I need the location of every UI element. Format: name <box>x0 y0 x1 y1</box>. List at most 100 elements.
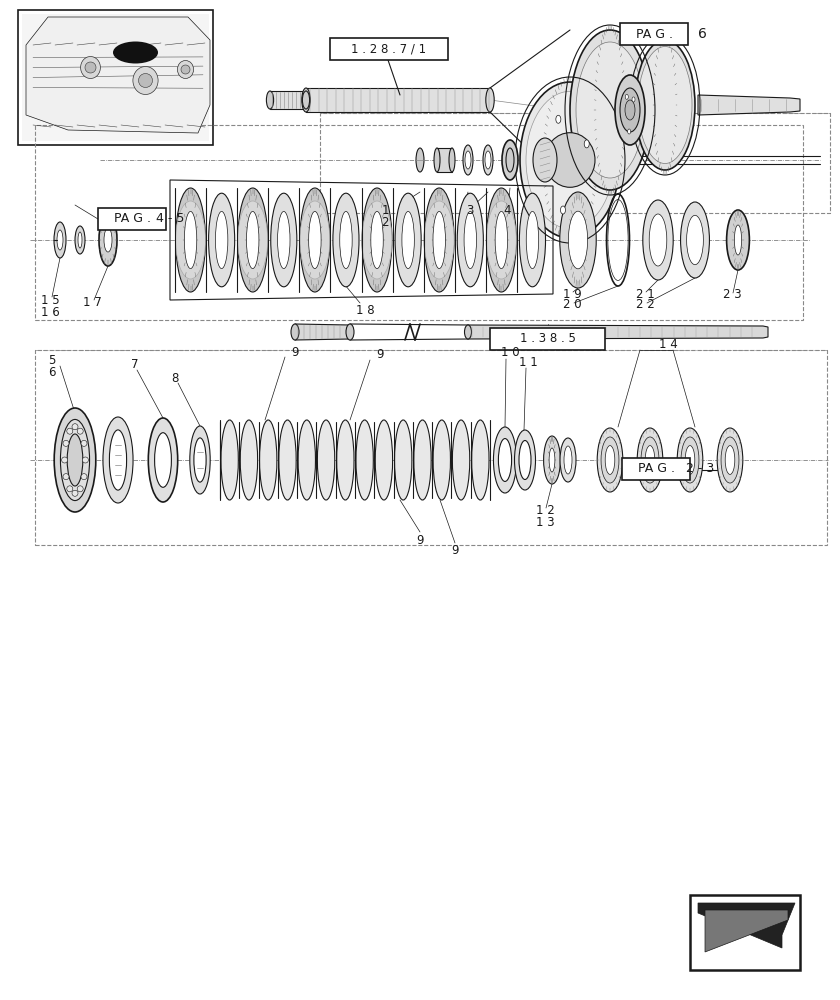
Ellipse shape <box>734 225 742 255</box>
Ellipse shape <box>620 88 640 132</box>
Text: 9: 9 <box>291 346 299 359</box>
Ellipse shape <box>337 420 354 500</box>
Ellipse shape <box>277 211 290 269</box>
Ellipse shape <box>149 418 178 502</box>
Ellipse shape <box>472 420 489 500</box>
Bar <box>620 23 688 45</box>
Ellipse shape <box>627 129 631 134</box>
Ellipse shape <box>339 211 352 269</box>
Ellipse shape <box>270 193 297 287</box>
Circle shape <box>77 486 83 492</box>
Ellipse shape <box>638 428 663 492</box>
Ellipse shape <box>78 232 82 248</box>
Ellipse shape <box>465 325 471 339</box>
Ellipse shape <box>221 420 239 500</box>
Ellipse shape <box>493 427 517 493</box>
Ellipse shape <box>260 420 277 500</box>
Ellipse shape <box>395 420 412 500</box>
Circle shape <box>72 424 78 430</box>
Ellipse shape <box>434 148 440 172</box>
Ellipse shape <box>677 428 703 492</box>
Ellipse shape <box>638 46 692 163</box>
Ellipse shape <box>54 222 66 258</box>
Bar <box>490 328 605 350</box>
Ellipse shape <box>433 420 450 500</box>
Ellipse shape <box>463 145 473 175</box>
Text: 1 2: 1 2 <box>536 504 554 516</box>
Ellipse shape <box>181 65 190 74</box>
Text: 2 3: 2 3 <box>722 288 742 302</box>
Text: 1 . 2 8 . 7 / 1: 1 . 2 8 . 7 / 1 <box>351 42 427 55</box>
Ellipse shape <box>453 420 470 500</box>
Ellipse shape <box>725 446 735 474</box>
Ellipse shape <box>495 211 507 269</box>
Bar <box>690 895 800 970</box>
Ellipse shape <box>67 434 83 486</box>
Ellipse shape <box>176 201 206 279</box>
Bar <box>18 10 213 145</box>
Text: 1 9: 1 9 <box>563 288 581 300</box>
Polygon shape <box>698 903 795 948</box>
Ellipse shape <box>266 91 274 109</box>
Text: 2 2: 2 2 <box>636 298 654 312</box>
Ellipse shape <box>486 188 517 292</box>
Ellipse shape <box>184 211 197 269</box>
Ellipse shape <box>55 408 96 512</box>
Circle shape <box>63 440 69 446</box>
Text: 2: 2 <box>381 216 389 229</box>
Ellipse shape <box>402 211 414 269</box>
Polygon shape <box>705 910 788 952</box>
Ellipse shape <box>601 437 619 483</box>
Ellipse shape <box>75 226 85 254</box>
Ellipse shape <box>85 62 96 73</box>
Text: 2 0: 2 0 <box>563 298 581 312</box>
Ellipse shape <box>485 151 491 169</box>
Ellipse shape <box>681 437 699 483</box>
Ellipse shape <box>605 446 615 474</box>
Ellipse shape <box>433 211 445 269</box>
Bar <box>320 113 830 213</box>
Ellipse shape <box>240 420 258 500</box>
Text: 1 3: 1 3 <box>536 516 554 528</box>
Ellipse shape <box>238 201 268 279</box>
Text: 1: 1 <box>381 204 389 217</box>
Ellipse shape <box>104 228 112 252</box>
Text: 1 . 3 8 . 5: 1 . 3 8 . 5 <box>520 332 575 346</box>
Text: 1 6: 1 6 <box>40 306 60 318</box>
Text: 4: 4 <box>503 205 511 218</box>
Ellipse shape <box>560 206 565 214</box>
Text: 7: 7 <box>131 359 139 371</box>
Bar <box>35 125 803 320</box>
Ellipse shape <box>238 188 268 292</box>
Ellipse shape <box>60 419 90 501</box>
Ellipse shape <box>543 436 560 484</box>
Ellipse shape <box>424 188 454 292</box>
Ellipse shape <box>300 201 330 279</box>
Ellipse shape <box>649 214 667 266</box>
Circle shape <box>61 457 67 463</box>
Polygon shape <box>306 88 490 112</box>
Ellipse shape <box>362 201 392 279</box>
Text: 3: 3 <box>466 205 474 218</box>
Polygon shape <box>295 324 350 340</box>
Text: 6: 6 <box>697 27 706 41</box>
Ellipse shape <box>556 115 561 123</box>
Ellipse shape <box>414 420 431 500</box>
Ellipse shape <box>416 148 424 172</box>
Ellipse shape <box>641 437 659 483</box>
Text: 1 4: 1 4 <box>659 338 677 352</box>
Polygon shape <box>698 95 800 115</box>
Text: 5: 5 <box>49 354 55 366</box>
Ellipse shape <box>302 91 310 109</box>
Ellipse shape <box>502 140 518 180</box>
Circle shape <box>82 457 88 463</box>
Circle shape <box>63 474 69 480</box>
Ellipse shape <box>559 192 596 288</box>
Ellipse shape <box>155 433 171 487</box>
Ellipse shape <box>308 211 321 269</box>
Ellipse shape <box>99 214 117 266</box>
Circle shape <box>77 428 83 434</box>
Polygon shape <box>270 91 306 109</box>
Bar <box>622 458 690 480</box>
Text: 4 - 5: 4 - 5 <box>155 213 184 226</box>
